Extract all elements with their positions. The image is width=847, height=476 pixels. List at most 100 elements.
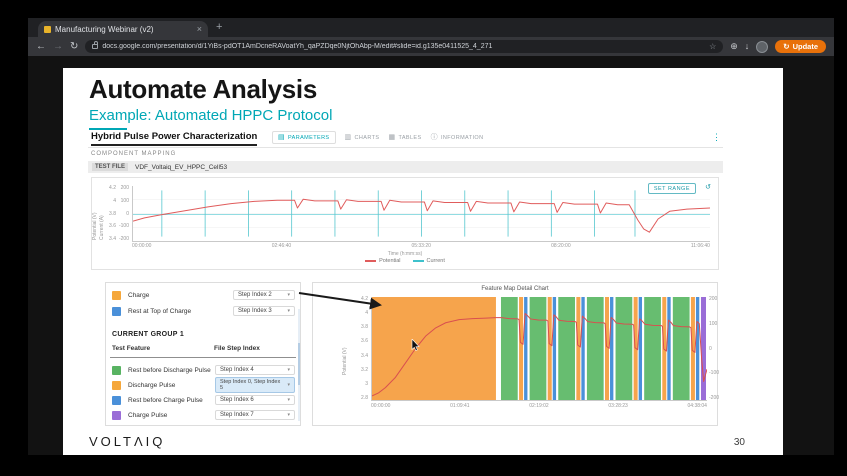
charge-label: Charge [128, 291, 150, 299]
slide-canvas: Automate Analysis Example: Automated HPP… [63, 68, 783, 455]
chevron-down-icon: ▾ [287, 396, 290, 403]
overview-chart-card: SET RANGE ↺ Potential (V) Current (A) 4.… [91, 177, 719, 270]
overview-plot-svg [133, 186, 710, 241]
tick-label: 4 [365, 310, 368, 317]
tick-label: 3 [365, 380, 368, 387]
tick-label: 05:33:20 [411, 243, 431, 249]
charge-step-dropdown[interactable]: Step Index 2 ▾ [233, 290, 295, 300]
tab-tables-label: TABLES [398, 134, 422, 141]
url-text[interactable]: docs.google.com/presentation/d/1YiBs-pdO… [102, 43, 493, 50]
voltaiq-logo: VOLTΛIQ [89, 434, 166, 449]
charge-pulse-label: Charge Pulse [128, 411, 168, 419]
tick-label: 08:20:00 [551, 243, 571, 249]
chrome-update-button[interactable]: ↻ Update [775, 40, 826, 53]
tick-label: 04:38:04 [687, 403, 707, 409]
app-title: Hybrid Pulse Power Characterization [91, 131, 258, 146]
reset-zoom-icon[interactable]: ↺ [705, 184, 711, 191]
rest-top-charge-swatch [112, 306, 121, 316]
rest-top-charge-step-dropdown[interactable]: Step Index 3 ▾ [233, 306, 295, 316]
tick-label: 200 [709, 296, 718, 302]
tab-tables[interactable]: ▦ TABLES [388, 134, 421, 141]
discharge-pulse-dropdown[interactable]: Step Index 0, Step Index 5 ▾ [215, 377, 295, 393]
detail-current-ticks: 200 100 0 -100 -200 [709, 297, 719, 401]
tick-label: 00:00:00 [132, 243, 152, 249]
overview-current-ticks: 200 100 0 -100 -200 [117, 186, 129, 242]
overview-plot-area[interactable] [132, 186, 710, 242]
tab-parameters-label: PARAMETERS [288, 134, 330, 141]
test-file-bar: TEST FILE VDF_Voltaiq_EV_HPPC_Cell53 [88, 161, 723, 173]
tick-label: -100 [118, 223, 129, 230]
profile-avatar[interactable] [756, 40, 769, 53]
tick-label: 00:00:00 [371, 403, 391, 409]
feature-row-discharge-pulse: Discharge Pulse Step Index 0, Step Index… [106, 377, 300, 393]
slides-favicon-icon [44, 25, 51, 33]
tab-close-icon[interactable]: × [196, 23, 202, 34]
charge-pulse-swatch [112, 410, 121, 420]
tab-information[interactable]: ⓘ INFORMATION [431, 134, 484, 141]
tick-label: 4.2 [361, 296, 368, 302]
chevron-down-icon: ▾ [287, 291, 290, 298]
browser-tab[interactable]: Manufacturing Webinar (v2) × [38, 21, 208, 37]
browser-toolbar: ← → ↻ docs.google.com/presentation/d/1Yi… [28, 37, 834, 56]
set-range-button[interactable]: SET RANGE [647, 183, 696, 194]
feature-row-rest-before-charge: Rest before Charge Pulse Step Index 6 ▾ [106, 393, 300, 407]
tick-label: 0 [126, 210, 129, 217]
table-header-divider [110, 357, 296, 358]
update-refresh-icon: ↻ [783, 42, 790, 51]
overview-x-axis-title: Time (h:mm:ss) [387, 251, 423, 257]
charge-pulse-dropdown[interactable]: Step Index 7 ▾ [215, 410, 295, 420]
rest-top-charge-label: Rest at Top of Charge [128, 307, 192, 315]
current-dash-icon [412, 259, 424, 262]
tick-label: -200 [118, 236, 129, 242]
overview-y-right-axis-label: Current (A) [99, 215, 105, 240]
rest-before-charge-swatch [112, 395, 121, 405]
tick-label: 03:28:23 [608, 403, 628, 409]
download-icon[interactable]: ↓ [744, 41, 750, 51]
tables-icon: ▦ [388, 134, 396, 141]
panel-scrollbar-thumb[interactable] [298, 343, 300, 385]
tick-label: 3.6 [361, 338, 368, 345]
back-icon[interactable]: ← [36, 40, 46, 52]
accent-underline [89, 128, 127, 131]
detail-plot-area[interactable] [371, 297, 707, 401]
rest-before-charge-dropdown[interactable]: Step Index 6 ▾ [215, 395, 295, 405]
tick-label: 4.2 [109, 185, 116, 191]
tab-information-label: INFORMATION [440, 134, 484, 141]
charts-icon: ▥ [344, 134, 352, 141]
rest-before-discharge-dropdown[interactable]: Step Index 4 ▾ [215, 365, 295, 375]
tick-label: 3.6 [109, 223, 116, 230]
bookmark-star-icon[interactable]: ☆ [709, 41, 717, 51]
new-tab-button[interactable]: + [216, 21, 223, 33]
tick-label: -100 [709, 370, 720, 377]
analytics-app: Hybrid Pulse Power Characterization ▤ PA… [88, 130, 723, 428]
detail-potential-ticks: 4.2 4 3.8 3.6 3.4 3.2 3 2.8 [355, 297, 368, 401]
detail-chart-title: Feature Map Detail Chart [481, 286, 549, 292]
tab-charts[interactable]: ▥ CHARTS [345, 134, 380, 141]
mapping-row-rest-top-charge: Rest at Top of Charge Step Index 3 ▾ [106, 304, 300, 318]
app-tab-bar: ▤ PARAMETERS ▥ CHARTS ▦ TABLES ⓘ [272, 131, 483, 144]
tick-label: 3.8 [361, 324, 368, 331]
chevron-down-icon: ▾ [287, 381, 290, 388]
tick-label: 3.4 [109, 236, 116, 242]
zoom-icon[interactable]: ⊕ [730, 41, 738, 51]
tick-label: 11:06:40 [690, 243, 710, 249]
overview-potential-ticks: 4.2 4 3.8 3.6 3.4 [106, 186, 116, 242]
feature-row-rest-before-discharge: Rest before Discharge Pulse Step Index 4… [106, 363, 300, 377]
chevron-down-icon: ▾ [287, 307, 290, 314]
current-group-title: CURRENT GROUP 1 [112, 331, 185, 338]
rest-before-discharge-swatch [112, 365, 121, 375]
discharge-pulse-label: Discharge Pulse [128, 381, 176, 389]
address-bar[interactable]: docs.google.com/presentation/d/1YiBs-pdO… [85, 40, 724, 53]
test-file-value: VDF_Voltaiq_EV_HPPC_Cell53 [135, 163, 228, 171]
reload-icon[interactable]: ↻ [70, 40, 79, 52]
tab-parameters[interactable]: ▤ PARAMETERS [272, 131, 336, 144]
tick-label: 02:19:02 [529, 403, 549, 409]
rest-before-charge-label: Rest before Charge Pulse [128, 396, 203, 404]
kebab-menu-icon[interactable]: ⋮ [712, 132, 721, 142]
tick-label: 0 [709, 345, 712, 352]
forward-icon[interactable]: → [53, 40, 63, 52]
slide-title: Automate Analysis [89, 74, 317, 104]
legend-current: Current [412, 258, 445, 264]
col-test-feature: Test Feature [112, 345, 151, 352]
